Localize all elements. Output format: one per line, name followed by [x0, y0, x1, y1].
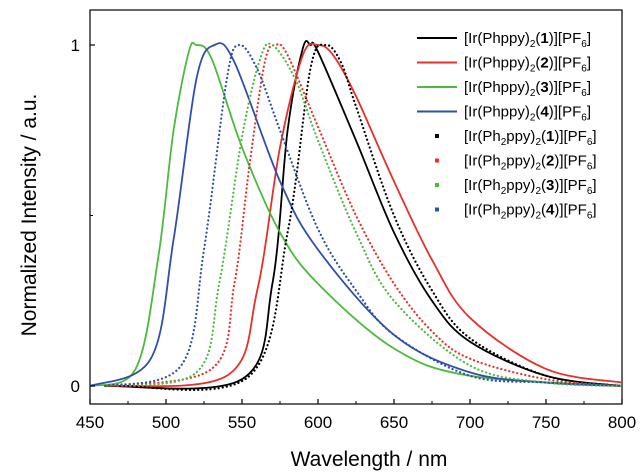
legend-label-part: ] — [592, 177, 596, 194]
legend-label-part: [Ir(Ph — [464, 177, 501, 194]
legend-label-part: 6 — [581, 64, 587, 75]
x-tick-label: 750 — [532, 413, 560, 432]
legend-label: [Ir(Ph2ppy)2(1)][PF6] — [464, 128, 597, 148]
legend-label-part: 6 — [581, 88, 587, 99]
legend-label-part: ] — [587, 55, 591, 72]
legend-label-part: 4 — [546, 202, 555, 219]
x-tick-label: 550 — [228, 413, 256, 432]
legend-swatch — [435, 158, 439, 163]
y-tick-label: 1 — [71, 36, 80, 55]
legend-label-part: )][PF — [549, 30, 582, 47]
legend-label-part: ( — [541, 177, 546, 194]
legend-swatch — [435, 183, 439, 187]
legend-label-part: )][PF — [549, 104, 582, 121]
legend-label-part: [Ir(Phppy) — [464, 30, 530, 47]
legend-label-part: 2 — [501, 211, 507, 222]
series-line-2 — [105, 42, 623, 388]
legend-label-part: [Ir(Ph — [464, 128, 501, 145]
legend-label-part: 2 — [501, 137, 507, 148]
x-tick-label: 600 — [304, 413, 332, 432]
legend-label-part: 3 — [546, 177, 554, 194]
legend-label-part: ] — [592, 153, 596, 170]
series-line-7 — [104, 42, 624, 388]
legend-label-part: 6 — [587, 211, 593, 222]
legend-label-part: 2 — [530, 113, 536, 124]
legend-label-part: ( — [541, 153, 546, 170]
legend-label-part: ppy) — [506, 202, 535, 219]
legend-label-part: )][PF — [554, 128, 587, 145]
legend-label-part: 2 — [535, 137, 541, 148]
legend-label-part: 2 — [530, 64, 536, 75]
legend-label-part: )][PF — [554, 177, 587, 194]
legend-label-part: )][PF — [549, 79, 582, 96]
series-line-6 — [104, 43, 624, 388]
legend-label-part: ppy) — [506, 153, 535, 170]
legend-label-part: 3 — [540, 79, 548, 96]
legend-label-part: 2 — [501, 186, 507, 197]
legend-label-part: 2 — [501, 162, 507, 173]
legend-label-part: [Ir(Ph — [464, 202, 501, 219]
legend-label: [Ir(Phppy)2(1)][PF6] — [464, 30, 591, 50]
x-tick-label: 650 — [380, 413, 408, 432]
legend-label-part: 6 — [581, 113, 587, 124]
legend-label-part: ( — [535, 79, 540, 96]
legend-swatch — [435, 134, 439, 138]
legend-label-part: )][PF — [549, 55, 582, 72]
legend-label: [Ir(Phppy)2(3)][PF6] — [464, 79, 591, 99]
x-axis-label: Wavelength / nm — [291, 448, 448, 471]
legend-label-part: 6 — [587, 137, 593, 148]
legend-label-part: 2 — [530, 88, 536, 99]
legend-label-part: ] — [592, 128, 596, 145]
legend-label-part: [Ir(Phppy) — [464, 104, 530, 121]
x-tick-label: 700 — [456, 413, 484, 432]
legend-label-part: 2 — [535, 211, 541, 222]
legend-label-part: [Ir(Ph — [464, 153, 501, 170]
legend-label-part: 1 — [546, 128, 554, 145]
legend-label-part: 6 — [581, 39, 587, 50]
legend-label: [Ir(Ph2ppy)2(4)][PF6] — [464, 202, 597, 222]
legend-label-part: 2 — [540, 55, 548, 72]
ticks-layer: 450 500 550 600 650 700 750 800 0 1 — [71, 36, 637, 432]
legend-label: [Ir(Ph2ppy)2(3)][PF6] — [464, 177, 597, 197]
legend-label: [Ir(Phppy)2(2)][PF6] — [464, 55, 591, 75]
legend-label-part: 4 — [540, 104, 549, 121]
legend-label-part: )][PF — [554, 202, 587, 219]
legend-label-part: ( — [535, 30, 540, 47]
legend-label-part: )][PF — [554, 153, 587, 170]
y-axis-label: Normalized Intensity / a.u. — [18, 94, 41, 337]
legend-label-part: ( — [535, 55, 540, 72]
legend-label-part: 2 — [535, 186, 541, 197]
legend-label-part: ] — [587, 30, 591, 47]
legend-label: [Ir(Phppy)2(4)][PF6] — [464, 104, 591, 124]
legend-label-part: ( — [541, 128, 546, 145]
legend-label-part: ] — [587, 79, 591, 96]
legend-label-part: ppy) — [506, 128, 535, 145]
legend-label-part: ( — [541, 202, 546, 219]
legend-swatch — [435, 207, 439, 212]
series-line-3 — [89, 41, 623, 387]
legend-label-part: [Ir(Phppy) — [464, 79, 530, 96]
legend-label-part: [Ir(Phppy) — [464, 55, 530, 72]
legend-label-part: 1 — [540, 30, 548, 47]
legend-label-part: ] — [587, 104, 591, 121]
legend-label-part: ppy) — [506, 177, 535, 194]
series-line-5 — [119, 43, 624, 392]
x-tick-label: 450 — [76, 413, 104, 432]
legend-label-part: ] — [592, 202, 596, 219]
legend-label-part: 2 — [530, 39, 536, 50]
series-layer — [89, 40, 624, 392]
legend-label-part: 6 — [587, 162, 593, 173]
legend-label-part: ( — [535, 104, 540, 121]
legend-label: [Ir(Ph2ppy)2(2)][PF6] — [464, 153, 597, 173]
series-line-4 — [89, 42, 623, 387]
legend: [Ir(Phppy)2(1)][PF6][Ir(Phppy)2(2)][PF6]… — [417, 30, 597, 222]
legend-label-part: 2 — [546, 153, 554, 170]
legend-label-part: 2 — [535, 162, 541, 173]
x-tick-label: 500 — [152, 413, 180, 432]
legend-label-part: 6 — [587, 186, 593, 197]
y-tick-label: 0 — [71, 377, 80, 396]
x-tick-label: 800 — [608, 413, 636, 432]
